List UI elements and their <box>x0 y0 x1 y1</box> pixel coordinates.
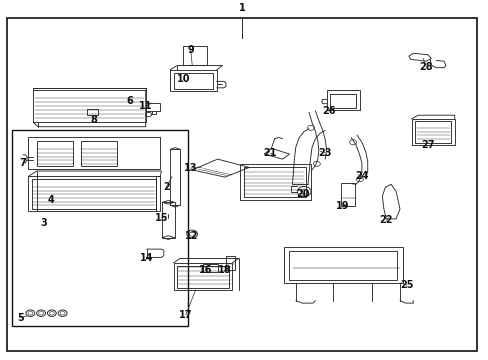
Text: 23: 23 <box>318 148 331 158</box>
Text: 1: 1 <box>238 3 245 13</box>
Text: 15: 15 <box>154 213 168 223</box>
Bar <box>329 94 355 108</box>
Text: 25: 25 <box>399 280 413 290</box>
Text: 20: 20 <box>296 189 309 199</box>
Text: 5: 5 <box>17 312 24 323</box>
Text: 13: 13 <box>183 163 197 173</box>
Bar <box>173 73 212 89</box>
Bar <box>283 247 403 283</box>
Text: 8: 8 <box>90 114 97 125</box>
Bar <box>12 130 188 326</box>
Text: 24: 24 <box>354 171 368 181</box>
Text: 4: 4 <box>48 195 55 205</box>
Bar <box>289 251 396 280</box>
Text: 12: 12 <box>185 231 199 241</box>
Bar <box>145 103 160 111</box>
Bar <box>170 149 180 205</box>
Bar <box>37 141 73 166</box>
Bar <box>243 167 305 197</box>
Bar <box>414 121 450 143</box>
Bar <box>341 183 354 206</box>
Text: 2: 2 <box>163 182 169 192</box>
Bar <box>203 264 217 272</box>
Text: 10: 10 <box>176 74 190 84</box>
Bar <box>28 137 160 169</box>
Text: 7: 7 <box>20 158 26 168</box>
Bar <box>170 70 216 91</box>
Text: 16: 16 <box>198 265 212 275</box>
Text: 18: 18 <box>218 265 231 275</box>
Text: 28: 28 <box>419 62 432 72</box>
Bar <box>239 164 310 200</box>
Bar <box>326 90 359 110</box>
Bar <box>183 46 206 65</box>
Bar <box>162 202 174 238</box>
Text: 11: 11 <box>139 101 152 111</box>
Bar <box>28 176 160 211</box>
Text: 6: 6 <box>126 96 133 106</box>
Text: 22: 22 <box>379 215 392 225</box>
Text: 26: 26 <box>321 106 335 116</box>
Text: 19: 19 <box>335 201 348 211</box>
Text: 21: 21 <box>263 148 277 158</box>
Bar <box>87 109 98 115</box>
Text: 14: 14 <box>140 253 153 264</box>
Text: 3: 3 <box>41 218 47 228</box>
Bar <box>411 119 454 145</box>
Bar <box>81 141 117 166</box>
Bar <box>33 88 145 122</box>
Bar <box>177 266 228 288</box>
Text: 17: 17 <box>179 310 192 320</box>
Bar <box>32 179 156 209</box>
Text: 27: 27 <box>420 140 434 150</box>
Text: 9: 9 <box>187 45 194 55</box>
